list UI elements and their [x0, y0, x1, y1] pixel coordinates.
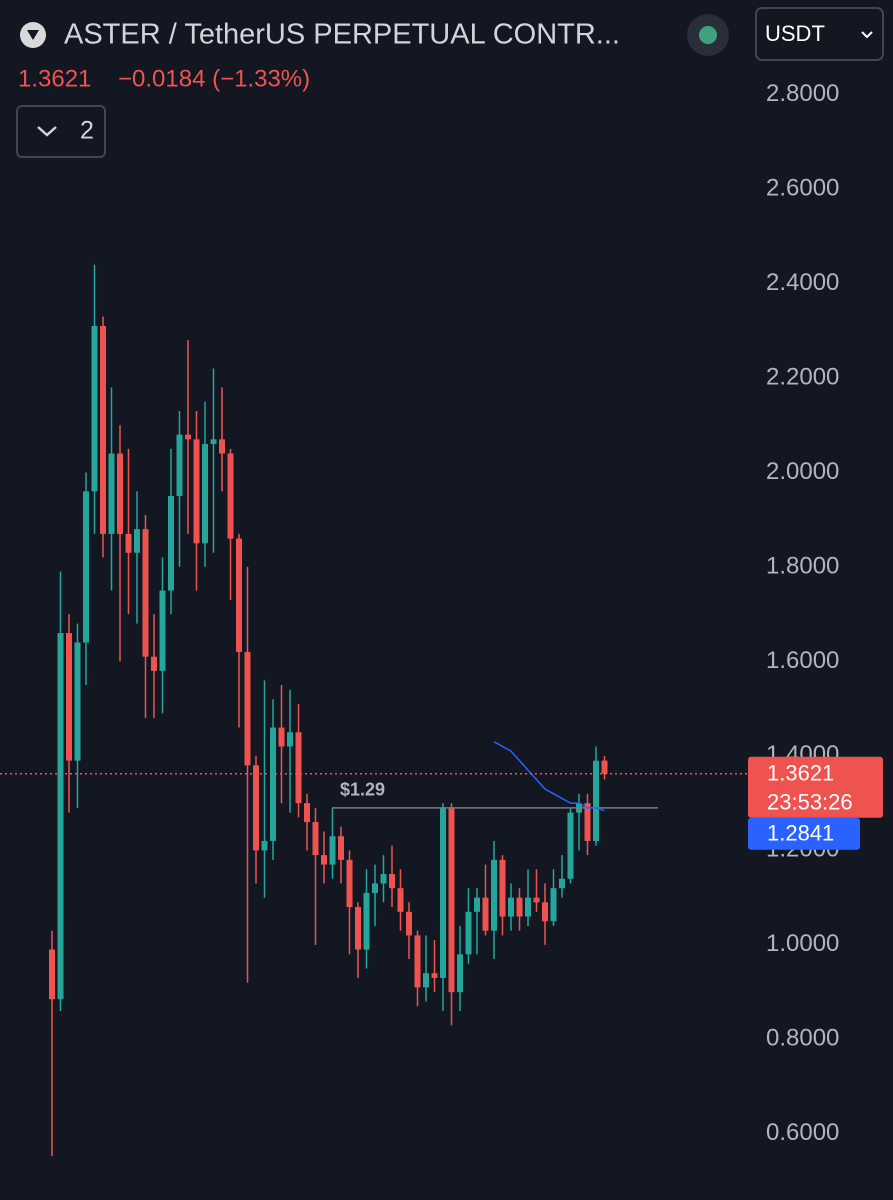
- ma-tag: [748, 817, 860, 850]
- candle-body: [508, 897, 514, 917]
- candle-body: [49, 949, 55, 1000]
- candle-body: [389, 874, 395, 889]
- candle-body: [363, 892, 370, 950]
- y-tick-label: 2.8000: [766, 80, 839, 107]
- candle-body: [117, 453, 123, 534]
- symbol-title[interactable]: ASTER / TetherUS PERPETUAL CONTR...: [64, 19, 620, 51]
- y-tick-label: 1.0000: [766, 930, 839, 957]
- candle-body: [304, 803, 310, 823]
- moving-average: [493, 741, 605, 812]
- indicator-count: 2: [80, 117, 94, 145]
- currency-chevron: [861, 31, 873, 39]
- candle-body: [440, 807, 446, 978]
- header: ASTER / TetherUS PERPETUAL CONTR... USDT…: [16, 7, 884, 158]
- plot: 0.60000.80001.00001.20001.40001.60001.80…: [0, 80, 883, 1157]
- candle-body: [66, 633, 72, 761]
- candle-body: [584, 803, 591, 841]
- candle-body: [559, 878, 565, 889]
- candle-body: [219, 439, 225, 454]
- candle-body: [210, 439, 217, 445]
- y-tick-label: 2.2000: [766, 363, 839, 390]
- ma-tag-label: 1.2841: [767, 821, 834, 846]
- candle-body: [397, 888, 404, 912]
- candle-body: [431, 973, 438, 978]
- candle-body: [159, 590, 166, 671]
- candle-body: [550, 888, 557, 922]
- toggle-chevron: [37, 126, 57, 137]
- y-tick-label: 2.0000: [766, 458, 839, 485]
- candle-body: [465, 911, 472, 955]
- price-change: −0.0184 (−1.33%): [118, 65, 310, 92]
- candle-body: [202, 444, 208, 544]
- candle-body: [601, 760, 608, 774]
- candle-body: [406, 911, 412, 936]
- last-price-tag: [748, 756, 883, 818]
- candle-body: [516, 897, 523, 917]
- candle-body: [423, 973, 429, 988]
- candle-body: [91, 325, 98, 492]
- candle-body: [227, 453, 234, 539]
- y-tick-label: 2.4000: [766, 269, 839, 296]
- candle-body: [74, 642, 81, 761]
- candle-body: [168, 496, 174, 591]
- candle-body: [414, 935, 421, 988]
- candle-body: [142, 529, 149, 657]
- candle-body: [533, 897, 540, 903]
- candle-body: [491, 859, 497, 931]
- y-tick-label: 2.6000: [766, 174, 839, 201]
- candle-body: [525, 897, 531, 917]
- y-tick-label: 0.8000: [766, 1025, 839, 1052]
- candle-body: [380, 874, 387, 884]
- candle-body: [295, 732, 302, 804]
- last-price: 1.3621: [18, 65, 91, 92]
- icon-glyph: [27, 30, 39, 40]
- candle-body: [593, 760, 599, 841]
- price-level-label: $1.29: [340, 780, 385, 800]
- candle-body: [448, 807, 455, 993]
- candle-body: [83, 491, 89, 643]
- candle-body: [312, 822, 319, 856]
- currency-label: USDT: [765, 21, 825, 46]
- indicator-toggle[interactable]: [16, 105, 106, 158]
- candle-body: [482, 897, 489, 931]
- candle-body: [567, 812, 574, 879]
- candle-body: [253, 765, 259, 851]
- last-price-tag-label: 1.3621: [767, 761, 834, 786]
- candle-body: [134, 529, 140, 553]
- candle-body: [287, 732, 293, 747]
- candle-body: [193, 439, 200, 544]
- y-tick-label: 1.8000: [766, 552, 839, 579]
- y-tick-label: 1.6000: [766, 647, 839, 674]
- candle-body: [474, 897, 480, 912]
- candle-body: [57, 633, 64, 1000]
- currency-select[interactable]: [755, 7, 884, 61]
- candle-body: [372, 883, 378, 893]
- candle-body: [278, 727, 285, 747]
- candle-body: [108, 453, 115, 534]
- candle-body: [321, 855, 327, 865]
- candle-body: [346, 859, 353, 908]
- candle-body: [270, 727, 276, 841]
- candle-body: [329, 836, 336, 865]
- candle-body: [100, 325, 106, 534]
- candle-body: [542, 902, 548, 922]
- candle-body: [499, 859, 506, 917]
- candle-body: [236, 538, 242, 652]
- candle-body: [185, 434, 191, 440]
- candle-body: [176, 434, 183, 497]
- candle-body: [355, 907, 361, 950]
- candle-body: [151, 656, 157, 671]
- candle-body: [125, 533, 132, 553]
- candle-body: [338, 836, 344, 860]
- y-tick-label: 0.6000: [766, 1119, 839, 1146]
- candle-body: [244, 651, 251, 766]
- countdown: 23:53:26: [767, 790, 853, 815]
- status-dot: [699, 26, 717, 44]
- candle-body: [457, 954, 463, 993]
- candle-body: [261, 840, 268, 851]
